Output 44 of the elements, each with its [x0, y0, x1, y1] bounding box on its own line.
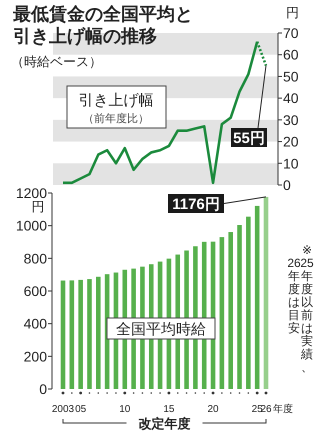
y-tick-label: 0: [283, 177, 291, 193]
y-tick-label: 60: [283, 46, 299, 63]
text: 年度: [273, 403, 293, 415]
y-tick-label: 0: [39, 381, 48, 397]
y-tick-label: 40: [283, 90, 299, 106]
bar: [246, 216, 251, 389]
x-tick-label: 20: [207, 404, 220, 415]
y-tick-label: 30: [283, 112, 299, 128]
bar: [96, 276, 101, 389]
x-tick-label: 05: [75, 404, 87, 415]
bar: [237, 225, 242, 389]
bar: [87, 279, 92, 389]
annotation: （前年度比）: [83, 112, 149, 125]
text: 26年度は目安: [287, 256, 301, 335]
bar: [60, 280, 66, 389]
annotation: 全国平均時給: [116, 321, 206, 338]
x-tick-label: 15: [163, 404, 175, 415]
x-axis-title: 改定年度: [138, 416, 190, 431]
text: ※25年度以前は実績、: [300, 243, 314, 374]
y-tick-label: 70: [283, 25, 299, 41]
bar: [220, 237, 224, 389]
y-tick-label: 1000: [16, 218, 48, 234]
annotation: 引き上げ幅: [78, 92, 154, 109]
bar: [264, 196, 268, 389]
bar: [228, 232, 233, 389]
y-tick-label: 10: [283, 155, 299, 172]
y-axis-title: 円: [32, 199, 44, 214]
text: （時給ベース）: [11, 54, 102, 69]
y-tick-label: 200: [24, 348, 48, 364]
x-tick-label: 2003: [52, 404, 75, 415]
x-tick-label: 10: [119, 404, 131, 415]
y-tick-label: 400: [24, 316, 48, 332]
y-tick-label: 600: [24, 283, 48, 299]
annotation: 1176円: [172, 196, 220, 213]
y-tick-label: 800: [24, 250, 48, 266]
bar: [70, 280, 74, 389]
annotation: 55円: [233, 130, 265, 147]
y-tick-label: 20: [283, 134, 299, 150]
chart-title: 最低賃金の全国平均と引き上げ幅の推移: [12, 4, 193, 46]
bar: [78, 280, 83, 389]
bar: [254, 206, 260, 389]
y-tick-label: 50: [283, 68, 299, 84]
y-axis-title: 円: [286, 5, 299, 20]
y-tick-label: 1200: [16, 185, 48, 201]
